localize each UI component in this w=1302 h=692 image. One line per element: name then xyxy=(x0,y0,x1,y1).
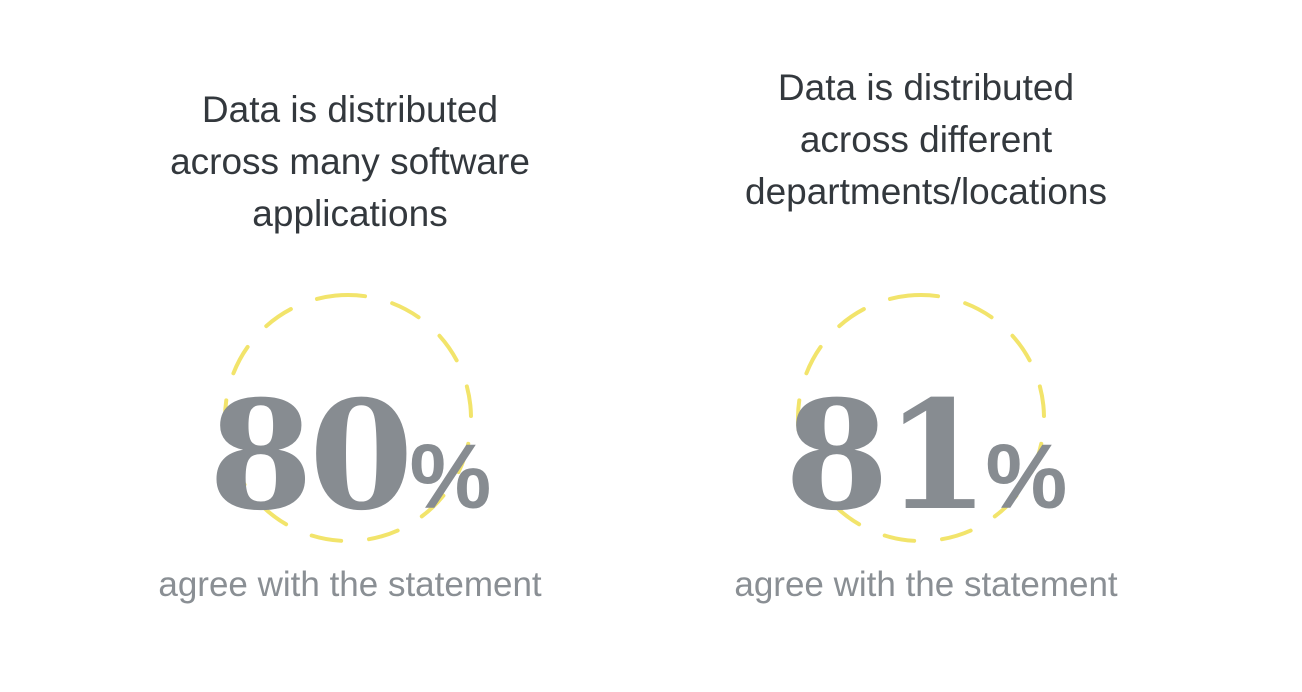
dashed-circle-icon xyxy=(223,293,473,543)
stat-caption: agree with the statement xyxy=(158,565,542,604)
stat-unit: % xyxy=(985,426,1068,528)
stat-figure: 80% xyxy=(90,368,610,544)
title-line: Data is distributed xyxy=(201,89,499,130)
stat-figure: 81% xyxy=(666,368,1186,544)
title-line: across many software xyxy=(170,141,530,182)
stat-unit: % xyxy=(409,426,492,528)
stat-caption: agree with the statement xyxy=(734,565,1118,604)
stat-value: 81 xyxy=(784,368,990,544)
stat-title: Data is distributed across different dep… xyxy=(666,62,1186,218)
stat-software-applications: Data is distributed across many software… xyxy=(90,0,610,692)
title-line: departments/locations xyxy=(745,171,1107,212)
stat-title: Data is distributed across many software… xyxy=(90,84,610,240)
title-line: applications xyxy=(252,193,448,234)
stat-departments-locations: Data is distributed across different dep… xyxy=(666,0,1186,692)
title-line: across different xyxy=(799,119,1053,160)
stat-value: 80 xyxy=(208,368,414,544)
dashed-circle-icon xyxy=(796,293,1046,543)
title-line: Data is distributed xyxy=(777,67,1075,108)
